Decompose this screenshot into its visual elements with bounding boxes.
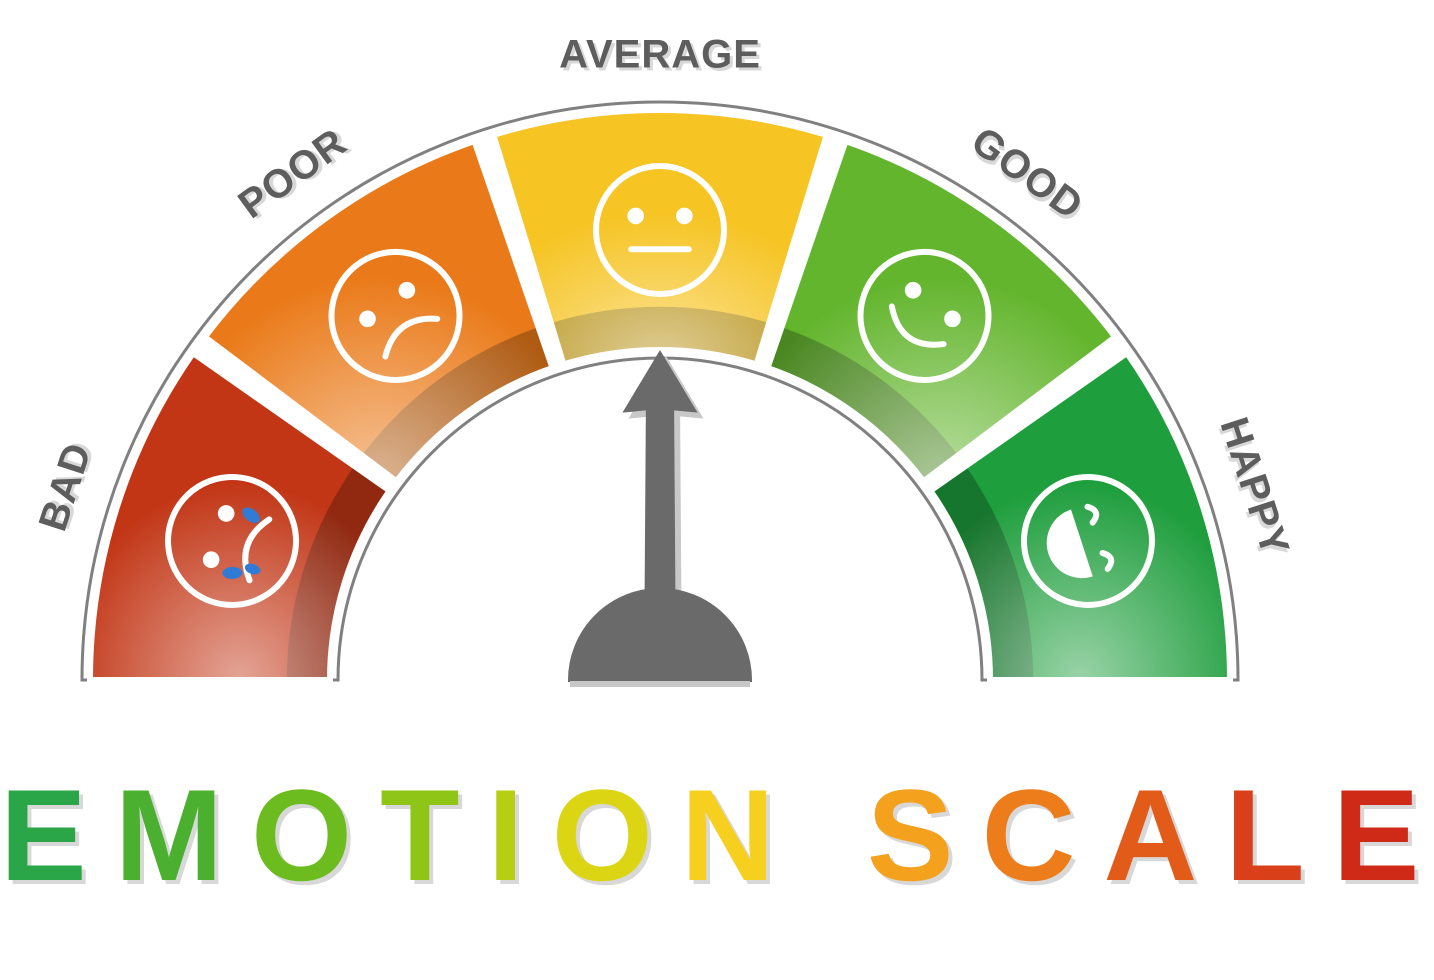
title-letter: M — [115, 760, 251, 910]
title-letter: I — [488, 760, 552, 910]
title-letter — [803, 760, 867, 910]
title-letter: O — [251, 760, 380, 910]
title-letter: N — [681, 760, 803, 910]
needle-hub — [570, 590, 750, 680]
segment-label-average: AVERAGE — [559, 33, 761, 78]
title-letter: E — [0, 760, 115, 910]
emotion-scale-infographic: EMOTION SCALE BADPOORAVERAGEGOODHAPPY — [0, 0, 1434, 980]
title-letter: C — [982, 760, 1104, 910]
title-letter: T — [380, 760, 487, 910]
title: EMOTION SCALE — [0, 760, 1434, 910]
title-letter: L — [1225, 760, 1332, 910]
segment-average — [493, 110, 826, 364]
title-letter: O — [552, 760, 681, 910]
title-letter: E — [1333, 760, 1434, 910]
title-letter: S — [867, 760, 982, 910]
title-letter: A — [1103, 760, 1225, 910]
